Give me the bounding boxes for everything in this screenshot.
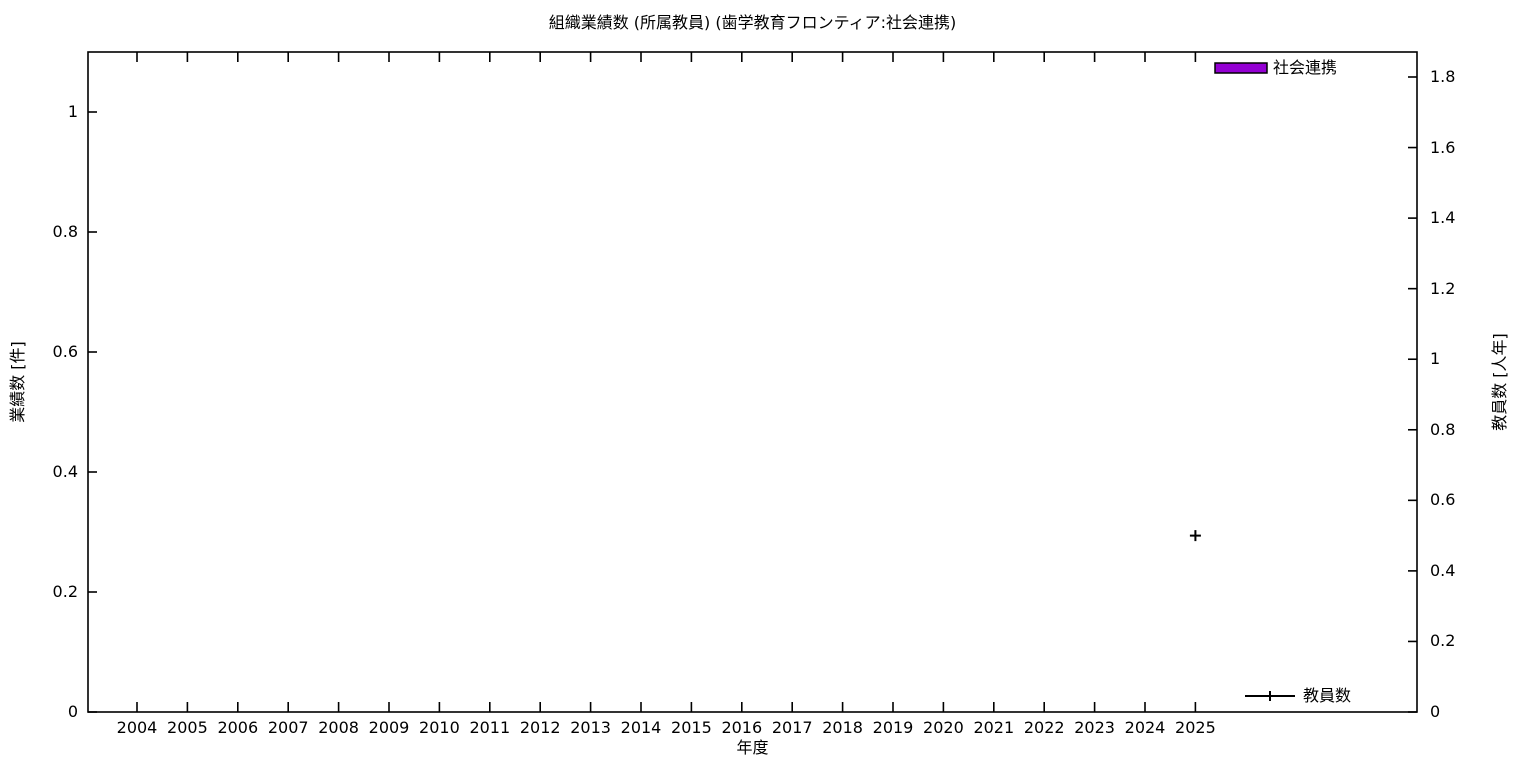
x-tick-label: 2023	[1074, 718, 1115, 737]
x-tick-label: 2015	[671, 718, 712, 737]
y-right-tick-label: 0.8	[1430, 419, 1456, 439]
x-tick-label: 2013	[570, 718, 611, 737]
y-left-tick-label: 0	[67, 702, 78, 721]
y-left-tick-label: 0.6	[52, 342, 78, 361]
x-tick-label: 2017	[771, 718, 813, 737]
x-tick-label: 2009	[368, 718, 410, 737]
x-tick-label: 2014	[620, 718, 662, 737]
x-tick-label: 2005	[167, 718, 208, 737]
y-left-tick-label: 0.2	[52, 582, 78, 601]
y-right-tick-label: 1.6	[1430, 137, 1456, 157]
y-right-tick-label: 0.2	[1430, 631, 1456, 651]
x-tick-label: 2012	[519, 718, 561, 737]
plot-border	[87, 51, 1418, 713]
x-tick-label: 2008	[318, 718, 359, 737]
legend-label-shakai-renkei: 社会連携	[1273, 58, 1338, 77]
legend-label-kyoinsu: 教員数	[1303, 686, 1352, 705]
y-left-tick-label: 0.4	[52, 462, 78, 481]
y-right-axis-title: 教員数 [人年]	[1490, 333, 1509, 431]
x-tick-label: 2022	[1023, 718, 1065, 737]
x-tick-label: 2016	[721, 718, 763, 737]
y-right-tick-label: 0.6	[1430, 490, 1456, 510]
y-right-tick-label: 1.4	[1430, 208, 1456, 228]
x-tick-label: 2024	[1124, 718, 1166, 737]
y-right-tick-label: 1.2	[1430, 278, 1456, 298]
legend-swatch-bar	[1214, 62, 1268, 74]
y-left-axis-title: 業績数 [件]	[8, 341, 27, 423]
x-tick-label: 2007	[267, 718, 309, 737]
chart-title: 組織業績数 (所属教員) (歯学教育フロンティア:社会連携)	[548, 13, 957, 32]
x-tick-label: 2018	[822, 718, 863, 737]
x-tick-label: 2021	[973, 718, 1015, 737]
y-right-tick-label: 1	[1430, 349, 1441, 369]
x-axis-title: 年度	[736, 738, 769, 757]
y-right-tick-label: 0.4	[1430, 560, 1456, 580]
x-tick-label: 2020	[923, 718, 964, 737]
y-left-tick-label: 0.8	[52, 222, 78, 241]
x-tick-label: 2010	[419, 718, 460, 737]
x-tick-label: 2006	[217, 718, 259, 737]
y-left-tick-label: 1	[67, 102, 78, 121]
y-right-tick-label: 1.8	[1430, 66, 1456, 86]
x-tick-label: 2004	[116, 718, 158, 737]
x-tick-label: 2011	[469, 718, 511, 737]
x-tick-label: 2025	[1175, 718, 1216, 737]
y-right-tick-label: 0	[1430, 702, 1441, 721]
x-tick-label: 2019	[872, 718, 914, 737]
